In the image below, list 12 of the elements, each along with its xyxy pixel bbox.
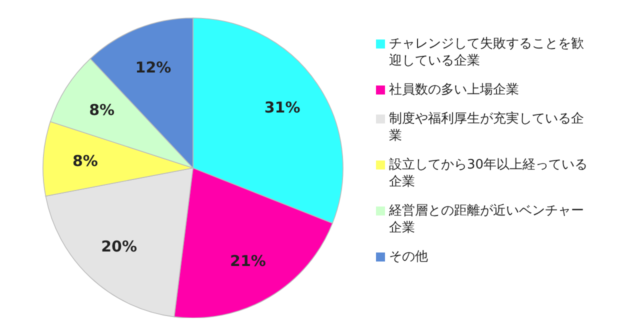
legend-label: 設立してから30年以上経っている企業	[389, 156, 588, 190]
legend-label: チャレンジして失敗することを歓迎している企業	[389, 36, 584, 68]
data-label: 8%	[89, 101, 115, 120]
legend-label: 制度や福利厚生が充実している企業	[389, 110, 584, 144]
legend-label: その他	[389, 250, 428, 264]
legend-label: 社員数の多い上場企業	[389, 82, 519, 98]
data-label: 21%	[230, 252, 266, 270]
data-label: 12%	[135, 58, 172, 77]
data-label: 8%	[72, 152, 98, 170]
data-label: 20%	[101, 238, 138, 256]
legend-label: 経営層との距離が近いベンチャー企業	[388, 204, 584, 236]
data-label: 31%	[264, 98, 300, 116]
